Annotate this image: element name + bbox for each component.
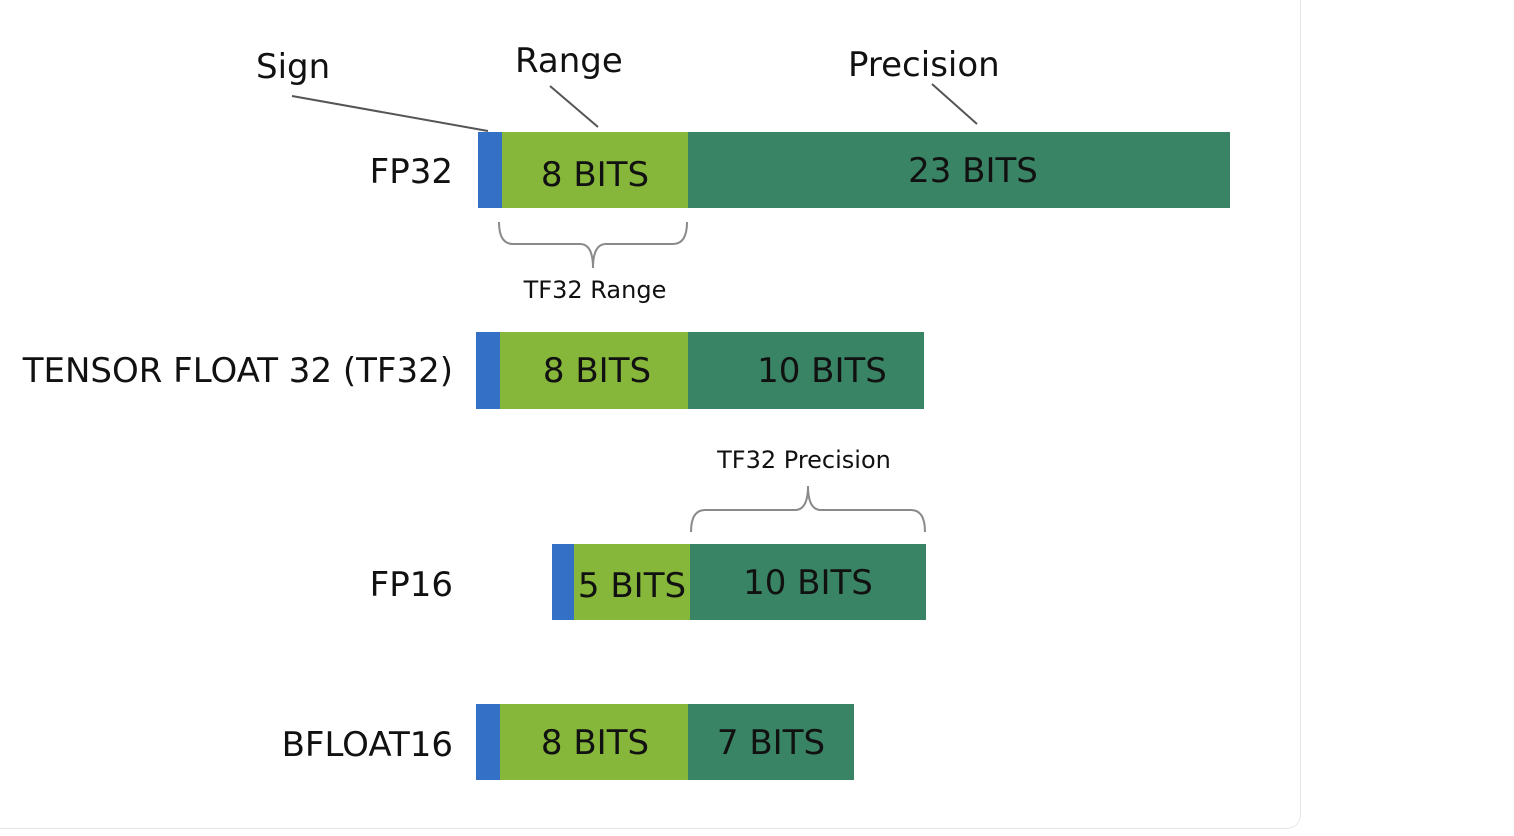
sign-bit-segment xyxy=(476,704,500,780)
range-brace-shape xyxy=(498,221,688,269)
mantissa-segment xyxy=(690,544,926,620)
format-label: FP32 xyxy=(370,152,453,192)
range-part-label: Range xyxy=(515,41,623,81)
exponent-bits-label: 8 BITS xyxy=(541,155,649,195)
exponent-bits-label: 8 BITS xyxy=(543,351,651,391)
sign-bit-segment xyxy=(476,332,500,409)
exponent-segment xyxy=(500,704,688,780)
format-label: FP16 xyxy=(370,565,453,605)
exponent-segment xyxy=(574,544,690,620)
tf32-range-brace: TF32 Range xyxy=(498,221,688,304)
exponent-bits-label: 8 BITS xyxy=(541,723,649,763)
mantissa-bits-label: 7 BITS xyxy=(717,723,825,763)
range-leader-line xyxy=(549,85,599,128)
sign-part-label: Sign xyxy=(256,47,330,87)
fp16-row: FP16 5 BITS 10 BITS xyxy=(370,544,926,620)
precision-leader-line xyxy=(931,83,978,125)
exponent-segment xyxy=(502,132,688,208)
mantissa-bits-label: 23 BITS xyxy=(908,151,1038,191)
sign-bit-segment xyxy=(552,544,574,620)
mantissa-bits-label: 10 BITS xyxy=(757,351,887,391)
precision-part-label: Precision xyxy=(848,45,1000,85)
exponent-segment xyxy=(500,332,688,409)
format-label: BFLOAT16 xyxy=(282,725,453,765)
sign-bit-segment xyxy=(478,132,502,208)
exponent-bits-label: 5 BITS xyxy=(578,566,686,606)
tf32-precision-label: TF32 Precision xyxy=(716,446,891,474)
sign-leader-line xyxy=(291,95,489,132)
format-label: TENSOR FLOAT 32 (TF32) xyxy=(22,351,453,391)
tf32-precision-brace: TF32 Precision xyxy=(690,446,926,533)
mantissa-bits-label: 10 BITS xyxy=(743,563,873,603)
mantissa-segment xyxy=(688,332,924,409)
tf32-range-label: TF32 Range xyxy=(523,276,667,304)
precision-brace-shape xyxy=(690,485,926,533)
bfloat16-row: BFLOAT16 8 BITS 7 BITS xyxy=(282,704,854,780)
mantissa-segment xyxy=(688,132,1230,208)
tf32-row: TENSOR FLOAT 32 (TF32) 8 BITS 10 BITS xyxy=(22,332,924,409)
mantissa-segment xyxy=(688,704,854,780)
fp32-row: FP32 8 BITS 23 BITS xyxy=(370,132,1230,208)
